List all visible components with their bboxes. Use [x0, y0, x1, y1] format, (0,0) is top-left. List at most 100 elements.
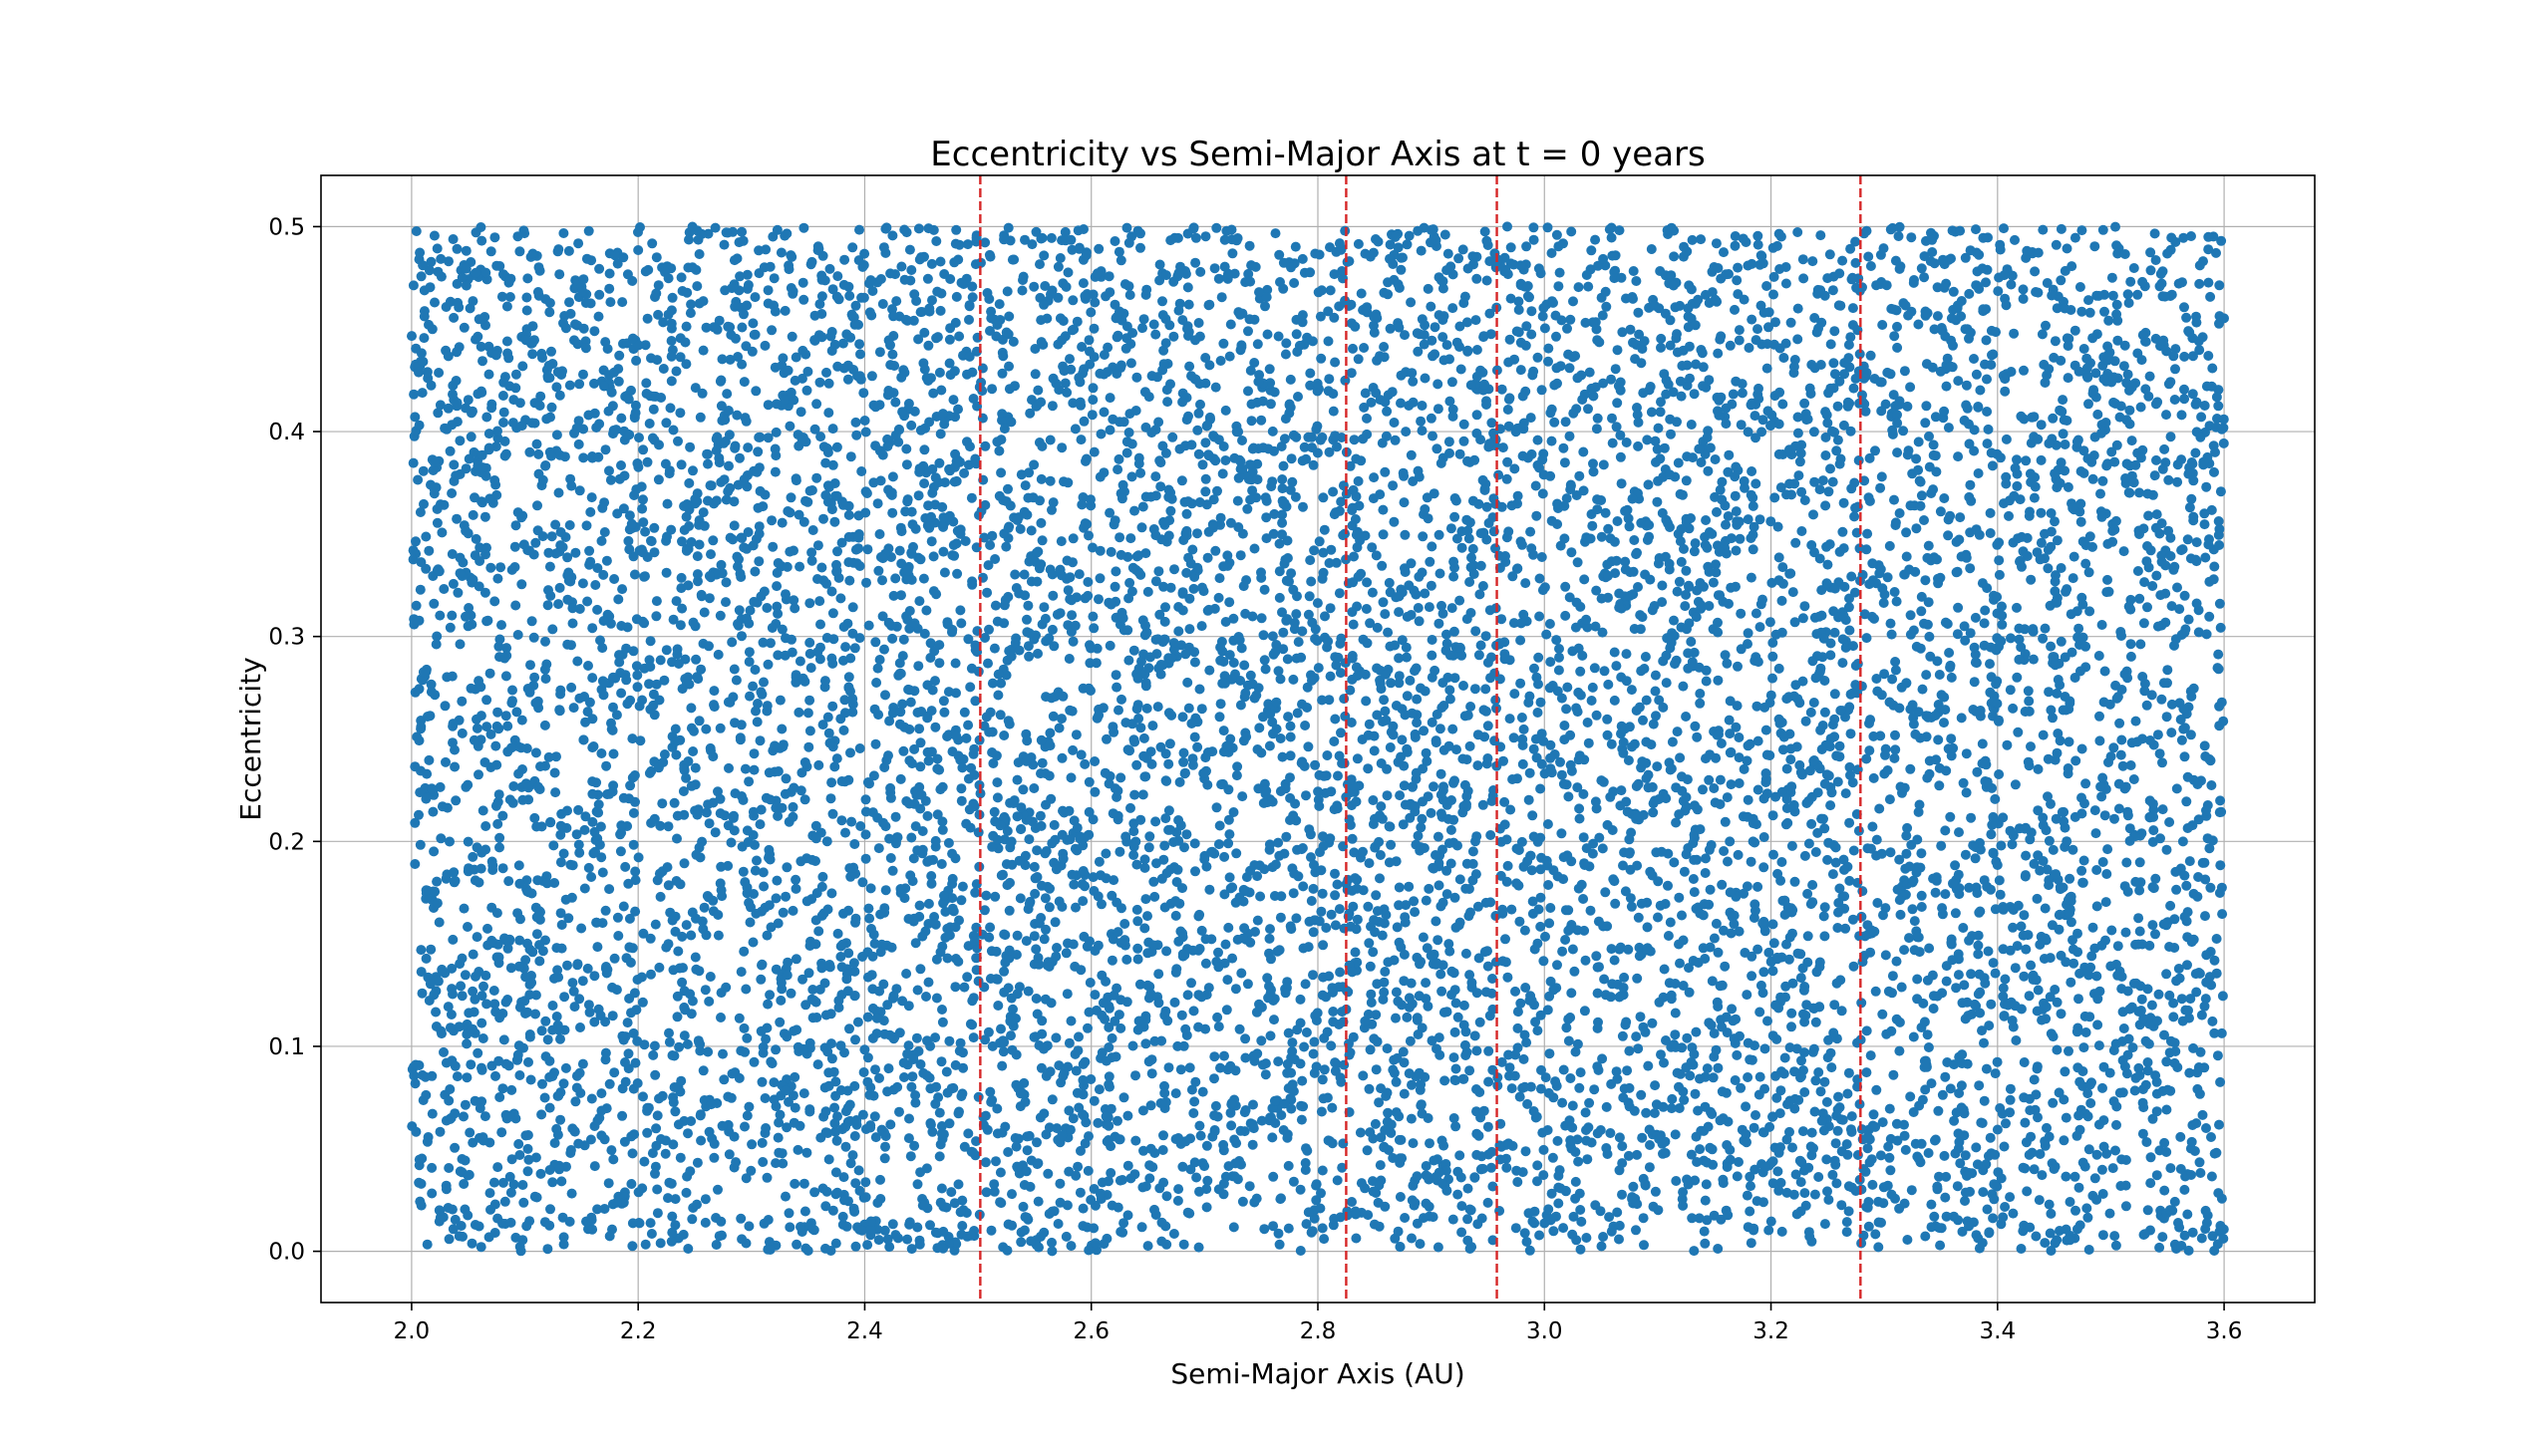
scatter-point [2053, 728, 2063, 738]
scatter-point [2162, 249, 2172, 259]
scatter-point [1525, 1246, 1535, 1256]
scatter-point [1064, 585, 1074, 595]
scatter-point [944, 1036, 954, 1046]
scatter-point [1165, 506, 1175, 516]
scatter-point [1368, 588, 1378, 598]
scatter-point [1425, 557, 1434, 567]
scatter-point [1718, 1086, 1728, 1096]
scatter-point [1942, 382, 1952, 392]
scatter-point [1179, 748, 1189, 758]
scatter-point [1366, 1044, 1376, 1054]
scatter-point [447, 488, 457, 498]
scatter-point [1752, 324, 1762, 334]
scatter-point [1119, 919, 1129, 929]
scatter-point [585, 1008, 595, 1018]
scatter-point [1650, 1080, 1660, 1090]
scatter-point [1193, 1022, 1203, 1032]
scatter-point [1953, 1181, 1963, 1191]
scatter-point [1257, 613, 1267, 623]
scatter-point [2019, 910, 2029, 920]
scatter-point [2038, 329, 2048, 339]
scatter-point [2206, 780, 2216, 790]
scatter-point [1148, 877, 1158, 887]
scatter-point [1180, 649, 1190, 659]
scatter-point [1153, 969, 1163, 979]
scatter-point [476, 222, 485, 232]
scatter-point [1731, 491, 1741, 501]
scatter-point [1310, 634, 1320, 644]
scatter-point [906, 698, 916, 708]
scatter-point [829, 517, 839, 527]
scatter-point [1329, 313, 1339, 323]
scatter-point [740, 1023, 750, 1033]
scatter-point [931, 236, 941, 246]
scatter-point [1844, 340, 1854, 350]
scatter-point [718, 354, 728, 364]
scatter-point [1916, 848, 1926, 858]
scatter-point [1538, 488, 1548, 498]
scatter-point [540, 637, 550, 647]
scatter-point [1511, 1223, 1521, 1233]
scatter-point [1766, 1217, 1776, 1227]
scatter-point [683, 580, 693, 590]
scatter-point [2146, 265, 2156, 275]
scatter-point [1556, 828, 1566, 838]
scatter-point [2219, 438, 2229, 448]
scatter-point [1949, 287, 1959, 297]
scatter-point [566, 309, 576, 319]
scatter-point [1807, 897, 1817, 907]
scatter-point [1922, 553, 1932, 563]
scatter-point [1617, 1141, 1627, 1151]
scatter-point [1260, 655, 1270, 665]
scatter-point [1289, 278, 1299, 288]
scatter-point [1532, 1176, 1542, 1186]
scatter-point [768, 623, 778, 633]
scatter-point [1437, 332, 1447, 342]
scatter-point [1912, 975, 1922, 985]
scatter-point [999, 730, 1009, 740]
scatter-point [1642, 435, 1652, 444]
scatter-point [656, 892, 666, 902]
scatter-point [1862, 633, 1872, 643]
scatter-point [452, 376, 462, 386]
scatter-point [1802, 889, 1812, 899]
scatter-point [1348, 344, 1358, 354]
scatter-point [700, 608, 710, 618]
scatter-point [553, 599, 563, 609]
scatter-point [1132, 916, 1142, 926]
scatter-point [1356, 455, 1366, 465]
scatter-point [1535, 574, 1545, 584]
scatter-point [582, 520, 592, 530]
scatter-point [649, 405, 659, 415]
scatter-point [1862, 1025, 1872, 1035]
scatter-point [1524, 795, 1534, 805]
scatter-point [1750, 1123, 1759, 1133]
scatter-point [1184, 594, 1194, 604]
scatter-point [1010, 570, 1020, 580]
scatter-point [416, 585, 426, 595]
scatter-point [421, 532, 431, 542]
scatter-point [1129, 506, 1139, 516]
scatter-point [846, 451, 856, 461]
scatter-point [857, 1226, 867, 1236]
scatter-point [706, 972, 716, 982]
scatter-point [1177, 475, 1187, 485]
scatter-point [2161, 346, 2171, 356]
scatter-point [1890, 587, 1900, 597]
scatter-point [587, 1225, 597, 1235]
scatter-point [2177, 410, 2187, 420]
scatter-point [1506, 905, 1516, 915]
scatter-point [2111, 1101, 2121, 1111]
scatter-point [1982, 335, 1992, 345]
scatter-point [1450, 1027, 1460, 1037]
scatter-point [676, 1153, 686, 1163]
scatter-point [2188, 512, 2198, 522]
scatter-point [1752, 882, 1762, 892]
scatter-point [1478, 581, 1488, 591]
scatter-point [450, 745, 460, 755]
scatter-point [1944, 423, 1954, 433]
scatter-point [954, 1179, 964, 1189]
scatter-point [752, 856, 762, 866]
scatter-point [659, 364, 669, 374]
scatter-point [1215, 712, 1225, 722]
